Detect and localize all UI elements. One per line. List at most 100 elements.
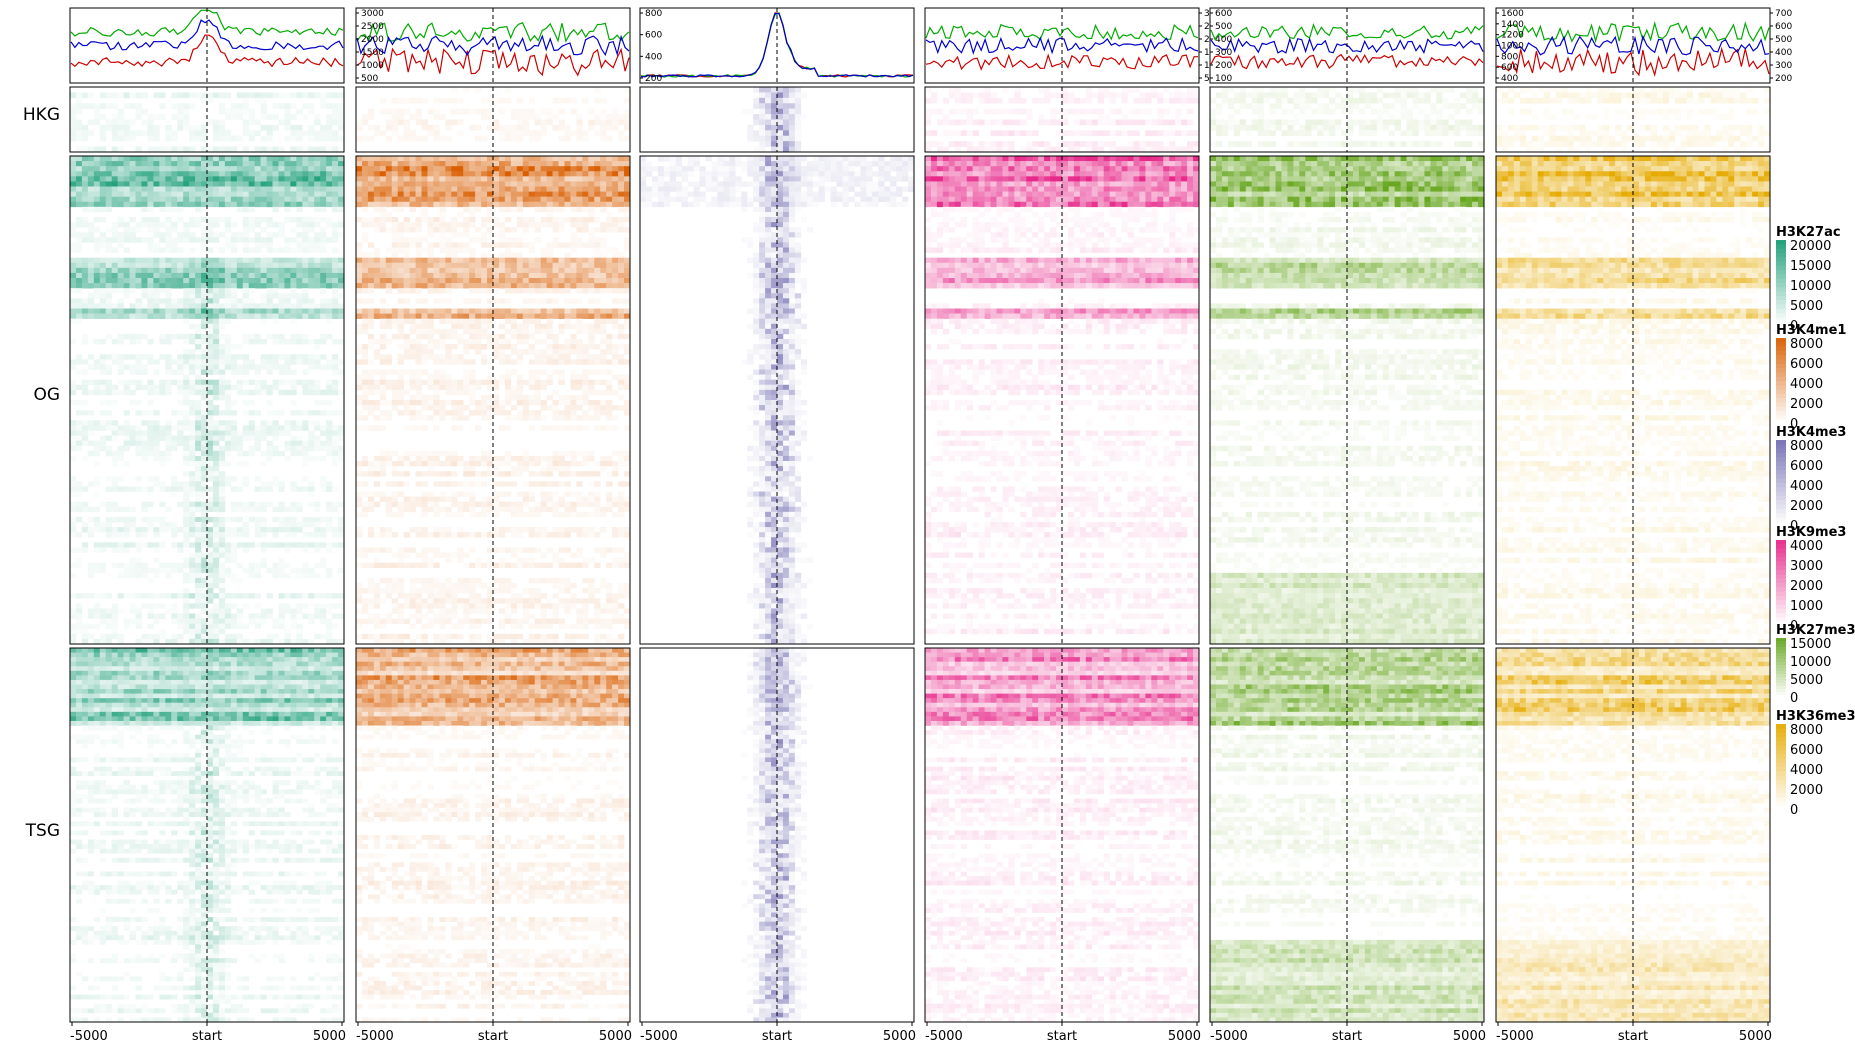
heatmap-cell [243,940,249,945]
heatmap-cell [124,268,130,273]
heatmap-cell [213,354,219,359]
heatmap-cell [177,844,183,849]
heatmap-cell [261,420,267,425]
heatmap-cell [249,171,255,176]
heatmap-cell [112,420,118,425]
heatmap-cell [177,547,183,552]
heatmap-cell [267,481,273,486]
heatmap-cell [106,446,112,451]
heatmap-cell [249,917,255,922]
heatmap-cell [130,821,136,826]
heatmap-cell [88,181,94,186]
heatmap-cell [207,780,213,785]
heatmap-cell [314,614,320,619]
heatmap-cell [290,237,296,242]
heatmap-cell [207,415,213,420]
heatmap-cell [278,227,284,232]
heatmap-cell [296,634,302,639]
heatmap-cell [70,232,76,237]
heatmap-cell [183,603,189,608]
heatmap-cell [231,109,237,115]
heatmap-cell [231,721,237,726]
heatmap-cell [183,721,189,726]
heatmap-cell [320,425,326,430]
heatmap-cell [296,707,302,712]
heatmap-cell [207,648,213,653]
heatmap-cell [261,662,267,667]
heatmap-cell [237,785,243,790]
heatmap-cell [278,258,284,263]
heatmap-cell [112,181,118,186]
heatmap-cell [112,871,118,876]
heatmap-cell [207,370,213,375]
heatmap-cell [100,653,106,658]
heatmap-cell [159,789,165,794]
heatmap-cell [243,917,249,922]
heatmap-cell [243,176,249,181]
heatmap-cell [296,502,302,507]
heatmap-cell [338,222,344,227]
heatmap-cell [219,917,225,922]
heatmap-cell [100,339,106,344]
heatmap-cell [243,370,249,375]
heatmap-cell [219,481,225,486]
heatmap-cell [290,849,296,854]
heatmap-cell [302,227,308,232]
heatmap-cell [249,222,255,227]
heatmap-cell [290,92,296,98]
heatmap-cell [171,192,177,197]
heatmap-cell [106,207,112,212]
heatmap-cell [70,268,76,273]
heatmap-cell [243,603,249,608]
heatmap-cell [320,431,326,436]
heatmap-cell [231,192,237,197]
heatmap-cell [201,940,207,945]
heatmap-cell [100,522,106,527]
heatmap-cell [201,767,207,772]
heatmap-cell [76,176,82,181]
heatmap-cell [213,867,219,872]
heatmap-cell [124,808,130,813]
heatmap-cell [177,648,183,653]
heatmap-cell [171,757,177,762]
heatmap-cell [261,147,267,153]
heatmap-cell [124,334,130,339]
heatmap-cell [207,890,213,895]
heatmap-cell [201,273,207,278]
heatmap-cell [255,703,261,708]
heatmap-cell [159,385,165,390]
heatmap-cell [165,573,171,578]
heatmap-cell [141,446,147,451]
heatmap-cell [177,187,183,192]
heatmap-cell [332,671,338,676]
heatmap-cell [225,744,231,749]
heatmap-cell [82,757,88,762]
heatmap-cell [70,703,76,708]
heatmap-cell [189,735,195,740]
heatmap-cell [237,812,243,817]
heatmap-cell [207,753,213,758]
heatmap-cell [201,217,207,222]
heatmap-cell [88,568,94,573]
heatmap-cell [141,451,147,456]
heatmap-cell [332,436,338,441]
heatmap-cell [296,436,302,441]
heatmap-cell [183,147,189,153]
heatmap-cell [273,885,279,890]
heatmap-cell [195,288,201,293]
heatmap-cell [189,263,195,268]
heatmap-cell [183,166,189,171]
heatmap-cell [219,431,225,436]
heatmap-cell [261,830,267,835]
heatmap-cell [326,517,332,522]
heatmap-cell [290,181,296,186]
heatmap-cell [207,273,213,278]
heatmap-cell [273,940,279,945]
heatmap-cell [82,675,88,680]
heatmap-cell [261,451,267,456]
heatmap-cell [189,954,195,959]
heatmap-cell [278,707,284,712]
heatmap-cell [76,136,82,142]
heatmap-cell [94,703,100,708]
heatmap-cell [147,881,153,886]
